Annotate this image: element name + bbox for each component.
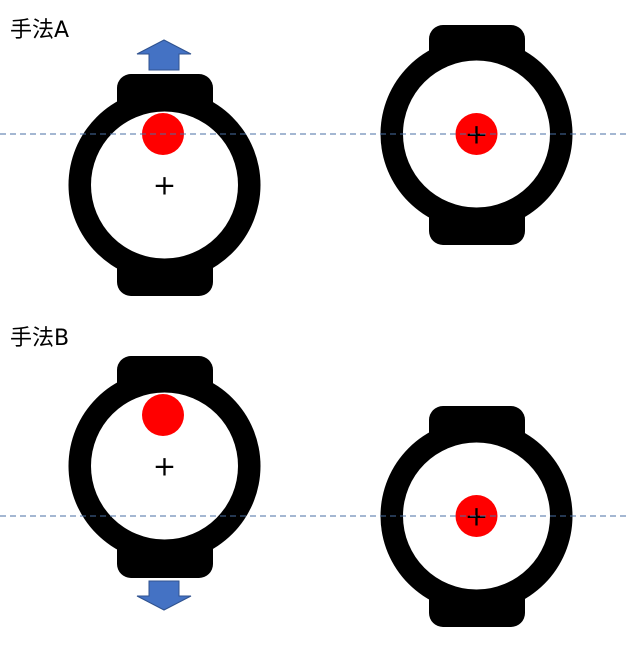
plus-icon: + (465, 500, 488, 533)
red-dot (455, 113, 498, 155)
method-a-before-watch: + (68, 74, 261, 296)
plus-icon: + (465, 118, 488, 151)
method-a-label: 手法A (10, 18, 70, 43)
method-a-after-watch: + (380, 25, 573, 245)
red-dot (142, 394, 184, 436)
watch-face (91, 111, 238, 259)
red-dot (455, 495, 498, 537)
method-b-after-watch: + (380, 406, 573, 627)
plus-icon: + (153, 169, 176, 202)
down-arrow-icon (136, 580, 192, 611)
plus-icon: + (153, 450, 176, 483)
method-b-before-watch: + (68, 356, 261, 578)
up-arrow-icon (136, 39, 192, 71)
watch-face (91, 392, 238, 540)
method-b-label: 手法B (10, 326, 70, 351)
